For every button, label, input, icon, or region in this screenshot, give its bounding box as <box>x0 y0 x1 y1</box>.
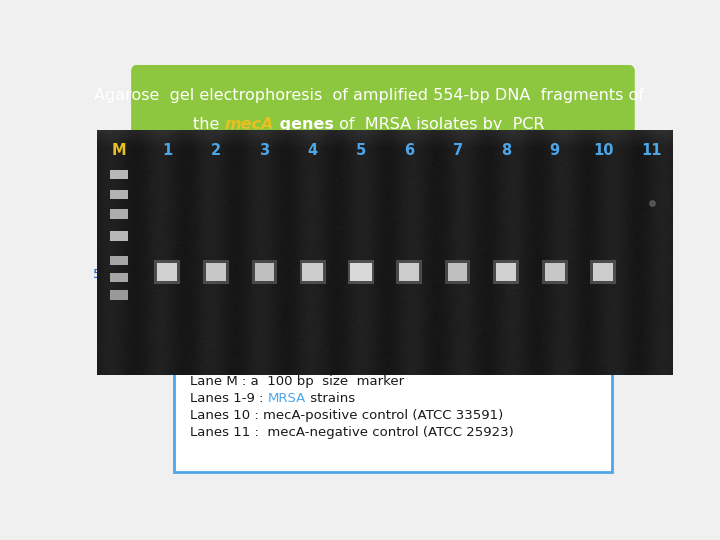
Text: Lane M : a  100 bp  size  marker: Lane M : a 100 bp size marker <box>190 375 405 388</box>
Bar <box>109 190 128 199</box>
Bar <box>109 209 128 219</box>
Bar <box>109 256 128 265</box>
Text: Lanes 1-9 :: Lanes 1-9 : <box>190 392 268 405</box>
Bar <box>351 263 372 281</box>
Point <box>646 199 657 208</box>
Text: 3: 3 <box>259 143 269 158</box>
Bar <box>203 260 229 284</box>
Bar <box>348 260 374 284</box>
Text: 4: 4 <box>307 143 318 158</box>
Bar <box>400 263 420 281</box>
Bar <box>590 260 616 284</box>
Text: 9: 9 <box>549 143 559 158</box>
FancyBboxPatch shape <box>132 65 634 150</box>
Bar <box>449 263 467 281</box>
Bar <box>544 263 564 281</box>
Text: 2: 2 <box>211 143 221 158</box>
Text: 6: 6 <box>405 143 415 158</box>
Bar <box>206 263 226 281</box>
Bar <box>541 260 567 284</box>
Bar <box>496 263 516 281</box>
Bar <box>302 263 323 281</box>
Text: 8: 8 <box>501 143 511 158</box>
Text: 11: 11 <box>642 143 662 158</box>
Text: of  MRSA isolates by  PCR: of MRSA isolates by PCR <box>334 117 544 132</box>
Text: 10: 10 <box>593 143 613 158</box>
Bar <box>254 263 274 281</box>
Bar <box>109 273 128 282</box>
Text: genes: genes <box>274 117 334 132</box>
Text: Lanes 11 :  mecA-negative control (ATCC 25923): Lanes 11 : mecA-negative control (ATCC 2… <box>190 426 514 439</box>
Text: mecA: mecA <box>225 117 274 132</box>
Text: M: M <box>112 143 126 158</box>
Bar <box>109 170 128 179</box>
Text: Agarose  gel electrophoresis  of amplified 554-bp DNA  fragments of: Agarose gel electrophoresis of amplified… <box>94 89 644 104</box>
Bar <box>446 260 470 284</box>
Bar <box>493 260 519 284</box>
Text: strains: strains <box>307 392 356 405</box>
Bar <box>109 231 128 241</box>
FancyBboxPatch shape <box>174 362 612 472</box>
Bar <box>251 260 276 284</box>
Bar <box>109 291 128 300</box>
Bar <box>157 263 177 281</box>
Text: MRSA: MRSA <box>268 392 307 405</box>
Text: 5: 5 <box>356 143 366 158</box>
Text: Lanes 10 : mecA-positive control (ATCC 33591): Lanes 10 : mecA-positive control (ATCC 3… <box>190 409 504 422</box>
Text: 7: 7 <box>453 143 463 158</box>
Text: the: the <box>194 117 225 132</box>
Bar <box>154 260 180 284</box>
Bar <box>397 260 423 284</box>
Bar <box>593 263 613 281</box>
Bar <box>300 260 325 284</box>
Text: 1: 1 <box>162 143 172 158</box>
Text: 554 bp: 554 bp <box>93 268 140 281</box>
